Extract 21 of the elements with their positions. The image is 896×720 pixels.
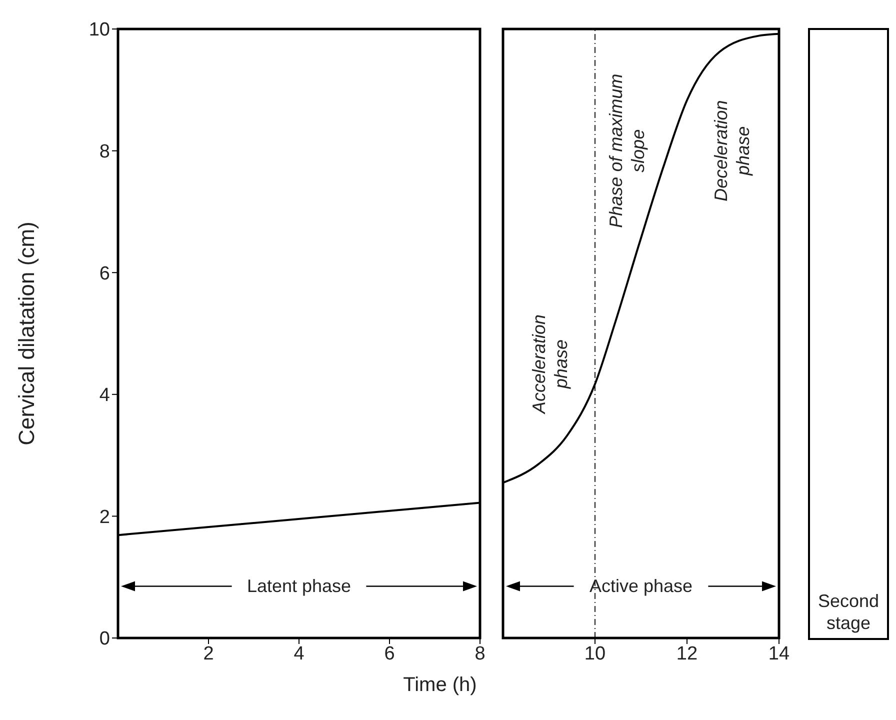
x-tick-label: 6: [384, 643, 395, 664]
y-tick-label: 4: [99, 385, 110, 406]
x-tick-label: 2: [203, 643, 214, 664]
x-tick-label: 12: [676, 643, 698, 664]
y-tick-label: 8: [99, 142, 110, 163]
y-axis-title: Cervical dilatation (cm): [14, 222, 39, 446]
x-tick-label: 8: [474, 643, 486, 664]
y-tick-label: 0: [99, 628, 110, 650]
x-tick-label: 14: [768, 643, 790, 664]
annotation: Phase of maximum slope: [606, 74, 648, 228]
x-tick-label: 10: [584, 643, 606, 664]
annotation: Deceleration phase: [711, 100, 754, 202]
annotation: Latent phase: [246, 576, 352, 596]
x-axis-title: Time (h): [402, 674, 478, 697]
annotation: Acceleration phase: [528, 314, 571, 414]
annotation: Active phase: [589, 576, 693, 596]
y-tick-label: 10: [88, 20, 110, 41]
y-tick-label: 6: [99, 263, 110, 284]
plot-frame: Second stage: [808, 28, 889, 640]
y-tick-label: 2: [99, 506, 110, 528]
x-tick-label: 4: [294, 643, 305, 664]
